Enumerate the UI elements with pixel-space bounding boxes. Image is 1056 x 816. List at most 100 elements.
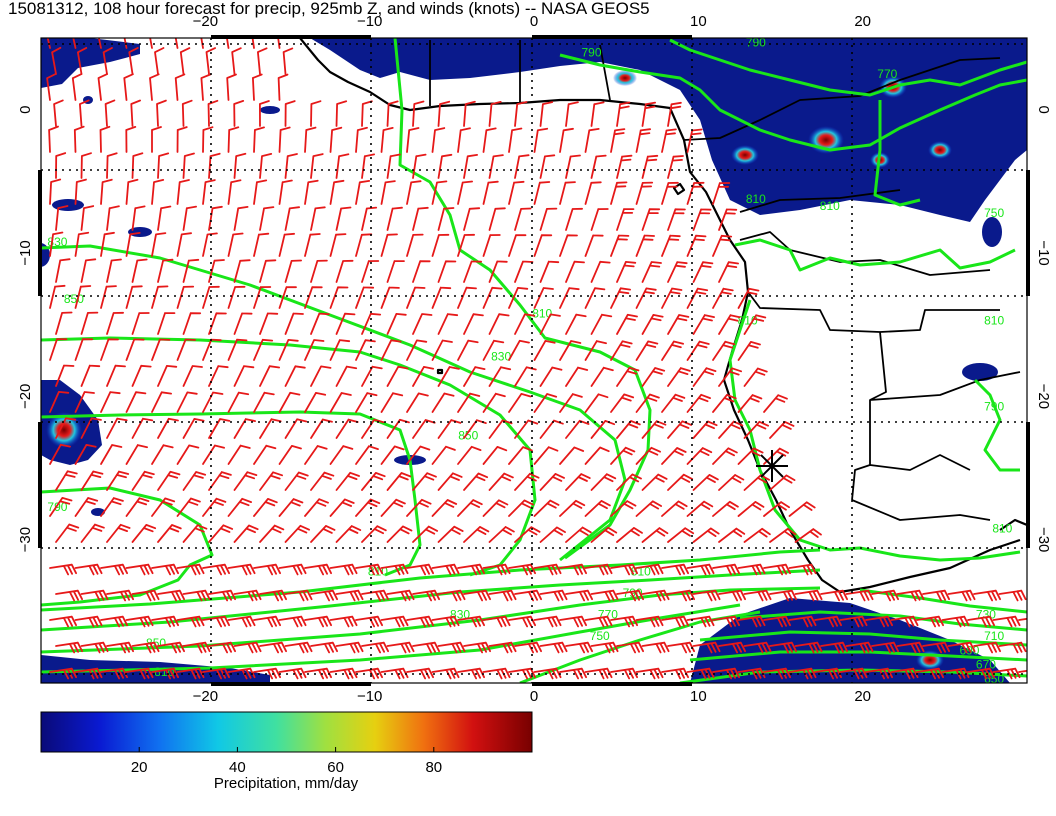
wind-barb (488, 207, 506, 231)
wind-barb (151, 563, 179, 576)
wind-barb (361, 206, 378, 231)
wind-barb (335, 589, 364, 602)
wind-barb (361, 418, 385, 439)
wind-barb (616, 589, 644, 602)
wind-barb (227, 179, 242, 205)
wind-barb (641, 589, 670, 602)
wind-barb (304, 563, 332, 576)
contour-label: 670 (976, 658, 996, 672)
wind-barb (661, 287, 683, 309)
edge-bar (532, 682, 692, 686)
wind-barb (80, 205, 95, 231)
wind-barb (73, 125, 85, 153)
wind-barb (205, 47, 216, 75)
wind-barb (533, 446, 559, 465)
wind-barb (769, 641, 797, 654)
wind-barb (839, 615, 868, 628)
wind-barb (565, 313, 587, 335)
wind-barb (355, 667, 383, 680)
wind-barb (386, 313, 407, 335)
wind-barb (718, 208, 738, 231)
wind-barb (74, 391, 95, 413)
wind-barb (151, 179, 165, 205)
wind-barb (49, 563, 77, 576)
wind-barb (635, 446, 661, 465)
wind-barb (202, 667, 230, 680)
wind-barb (437, 366, 460, 387)
contour-inland-810 (734, 238, 1016, 272)
lon-tick-label-bottom: 20 (854, 688, 871, 705)
wind-barb (406, 445, 431, 465)
wind-barb (712, 667, 740, 680)
wind-barb (565, 207, 583, 231)
wind-barb (667, 641, 695, 654)
wind-barb (692, 261, 714, 283)
wind-barb (559, 234, 578, 257)
wind-barb (692, 589, 721, 602)
wind-barb (482, 234, 501, 257)
wind-barb (559, 287, 580, 309)
wind-barb (151, 126, 162, 153)
wind-barb (896, 641, 925, 654)
contour-label: 750 (590, 629, 610, 643)
wind-barb (329, 339, 351, 361)
wind-barb (839, 667, 868, 680)
wind-barb (514, 101, 528, 127)
wind-barb (559, 563, 587, 576)
wind-barb (508, 563, 536, 576)
wind-barb (737, 501, 765, 517)
wind-barb (406, 180, 422, 205)
wind-barb (590, 641, 619, 654)
contour-label: 710 (984, 629, 1004, 643)
wind-barb (329, 615, 358, 628)
wind-barb (488, 260, 508, 283)
wind-barb (565, 366, 589, 387)
wind-barb (508, 615, 536, 628)
wind-barb (431, 667, 460, 680)
wind-barb (508, 393, 532, 413)
wind-barb (667, 208, 686, 231)
wind-barb (202, 615, 230, 628)
wind-barb (208, 205, 223, 231)
wind-barb (539, 473, 565, 491)
wind-barb (106, 523, 131, 543)
wind-barb (151, 667, 179, 680)
wind-barb (661, 563, 689, 576)
wind-barb (106, 258, 122, 283)
coast-madagascar-edge (999, 518, 1027, 531)
wind-barb (233, 641, 262, 654)
wind-barb (125, 338, 145, 361)
wind-barb (514, 472, 540, 491)
wind-barb (845, 641, 874, 654)
wind-barb (661, 234, 681, 257)
wind-barb (310, 312, 330, 335)
wind-barb (125, 126, 137, 153)
wind-barb (355, 498, 381, 517)
edge-bar (38, 422, 42, 548)
wind-barb (641, 261, 662, 283)
wind-barb (310, 641, 338, 654)
wind-barb (100, 391, 121, 413)
wind-barb (51, 46, 62, 75)
wind-barb (227, 444, 251, 465)
wind-barb (514, 207, 532, 231)
wind-barb (282, 47, 294, 75)
contour-south-6 (859, 588, 1027, 614)
wind-barb (49, 667, 77, 680)
wind-barb (539, 154, 556, 179)
wind-barb (304, 498, 329, 517)
wind-barb (890, 615, 919, 628)
wind-barb (284, 641, 313, 654)
wind-barb (335, 153, 350, 179)
wind-barb (361, 153, 375, 179)
wind-barb (131, 524, 157, 543)
wind-barb (667, 101, 682, 127)
wind-barb (259, 206, 275, 231)
wind-barb (233, 259, 251, 283)
wind-barb (412, 313, 433, 335)
lon-tick-label-top: −20 (193, 13, 218, 30)
wind-barb (106, 589, 134, 602)
wind-barb (712, 500, 739, 517)
wind-barb (482, 563, 511, 576)
wind-barb (259, 589, 287, 602)
